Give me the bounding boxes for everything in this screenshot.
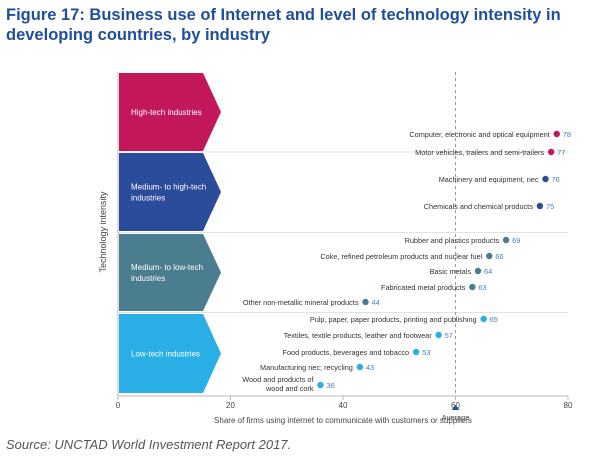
point-label: Chemicals and chemical products (424, 202, 533, 211)
point-label: Machinery and equipment, nec (439, 175, 539, 184)
point-label: Textiles, textile products, leather and … (284, 331, 433, 340)
average-label: Average (442, 413, 470, 422)
point-value-label: 64 (484, 267, 492, 276)
point-label: Other non-metallic mineral products (243, 298, 359, 307)
point-label: Fabricated metal products (381, 283, 466, 292)
point-value-label: 57 (445, 331, 453, 340)
point-value-label: 77 (557, 148, 565, 157)
data-point (469, 283, 476, 291)
point-value-label: 53 (422, 348, 430, 357)
category-band (119, 73, 221, 151)
category-band (119, 234, 221, 311)
point-value-label: 44 (372, 298, 380, 307)
point-label: Wood and products of wood and cork (242, 375, 314, 393)
y-axis-label: Technology intensity (98, 191, 108, 273)
data-point (502, 236, 510, 244)
data-point (542, 175, 549, 183)
point-value-label: 76 (552, 175, 560, 184)
category-band-label: Low-tech industries (131, 350, 200, 359)
point-value-label: 36 (327, 381, 335, 390)
data-point (480, 315, 487, 323)
data-point (547, 148, 555, 156)
data-points: Computer, electronic and optical equipme… (242, 130, 571, 393)
point-label: Motor vehicles, trailers and semi-traile… (415, 148, 544, 157)
y-axis: Technology intensity (98, 72, 119, 396)
average-marker: Average (442, 72, 470, 422)
point-value-label: 43 (366, 363, 374, 372)
data-point (486, 252, 493, 260)
data-point (553, 130, 560, 138)
x-tick-label: 40 (339, 401, 348, 410)
point-label: Food products, beverages and tobacco (283, 348, 410, 357)
data-point (412, 348, 420, 356)
gridlines (118, 151, 568, 313)
point-label: Pulp, paper, paper products, printing an… (310, 315, 477, 324)
point-value-label: 69 (512, 236, 520, 245)
source-note: Source: UNCTAD World Investment Report 2… (6, 437, 292, 452)
point-label: Manufacturing nec; recycling (260, 363, 353, 372)
data-point (474, 267, 482, 275)
x-axis: 0 20 40 60 80 (116, 395, 573, 410)
point-value-label: 63 (478, 283, 486, 292)
point-label: Computer, electronic and optical equipme… (409, 130, 549, 139)
category-band-label: High-tech industries (131, 108, 202, 117)
point-label: Coke, refined petroleum products and nuc… (320, 252, 482, 261)
x-tick-label: 80 (564, 401, 573, 410)
category-band-label: Medium- to high-tech industries (131, 183, 206, 203)
point-value-label: 66 (495, 252, 503, 261)
category-band (119, 314, 221, 393)
x-tick-label: 20 (226, 401, 235, 410)
figure-title: Figure 17: Business use of Internet and … (6, 6, 561, 44)
category-band-label: Medium- to low-tech industries (131, 263, 203, 283)
data-point (536, 202, 544, 210)
category-bands: High-tech industries Medium- to high-tech… (119, 73, 221, 393)
data-point (356, 363, 364, 371)
point-value-label: 65 (490, 315, 498, 324)
x-tick-label: 60 (451, 401, 460, 410)
x-axis-label: Share of firms using internet to communi… (214, 416, 472, 425)
category-band (119, 153, 221, 231)
data-point (317, 381, 324, 389)
average-triangle-icon (451, 405, 460, 410)
point-value-label: 75 (546, 202, 554, 211)
data-point (435, 331, 442, 339)
point-label: Basic metals (430, 267, 472, 276)
point-label: Rubber and plastics products (405, 236, 500, 245)
x-tick-label: 0 (116, 401, 121, 410)
data-point (362, 298, 369, 306)
point-value-label: 78 (563, 130, 571, 139)
